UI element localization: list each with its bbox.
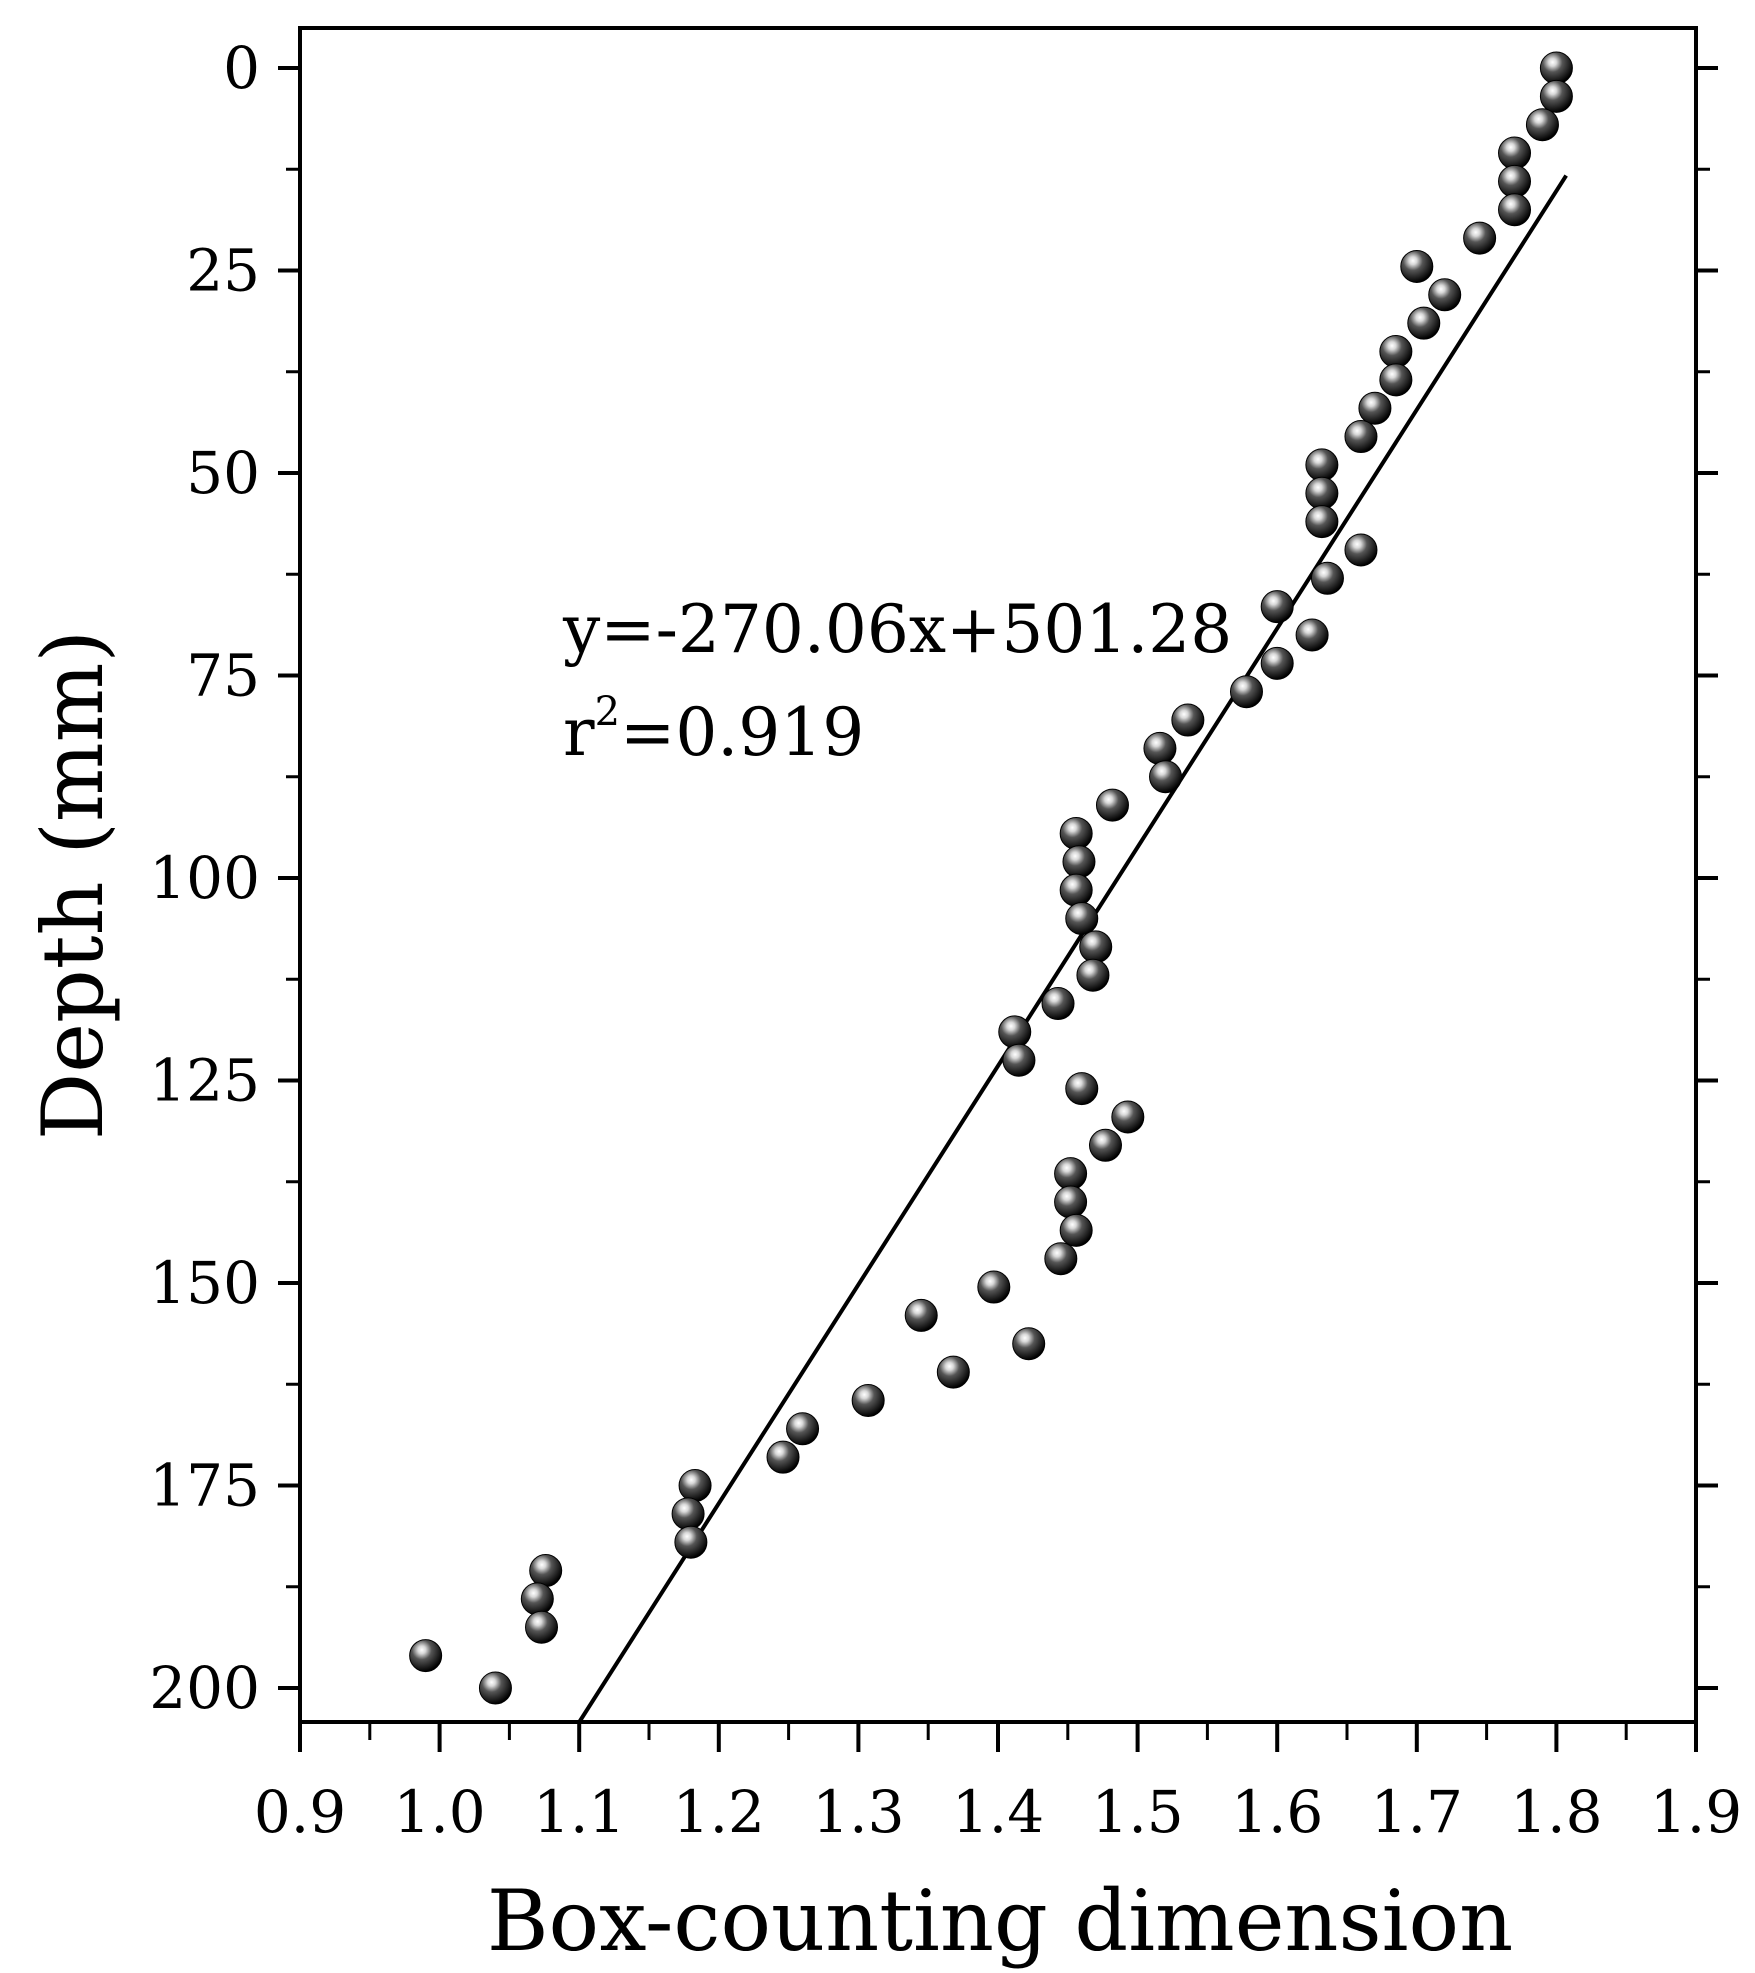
x-tick-label: 0.9 — [254, 1778, 346, 1846]
x-tick-label: 1.4 — [952, 1778, 1044, 1846]
x-tick-label: 1.8 — [1510, 1778, 1602, 1846]
data-point — [1044, 1242, 1078, 1276]
data-point — [1260, 590, 1294, 624]
data-point — [1463, 221, 1497, 255]
data-point — [1525, 108, 1559, 142]
data-point — [1079, 930, 1113, 964]
data-point — [1059, 873, 1093, 907]
data-point — [851, 1383, 885, 1417]
x-axis-title: Box-counting dimension — [487, 1872, 1513, 1970]
x-tick-label: 1.1 — [533, 1778, 625, 1846]
equation-annotation: y=-270.06x+501.28 — [562, 591, 1232, 668]
data-point — [1539, 79, 1573, 113]
data-point — [1400, 249, 1434, 283]
plot-frame — [298, 26, 1698, 1724]
data-point — [1358, 391, 1392, 425]
r-squared-base: r — [563, 694, 595, 771]
data-point — [1076, 958, 1110, 992]
data-point — [678, 1469, 712, 1502]
data-point — [998, 1015, 1032, 1049]
y-tick-label: 200 — [149, 1654, 260, 1722]
x-tick-label: 1.2 — [673, 1778, 765, 1846]
data-point — [1095, 788, 1129, 822]
data-point — [1344, 420, 1378, 454]
data-point — [529, 1554, 563, 1588]
data-point — [1260, 646, 1294, 680]
data-point — [1171, 703, 1205, 737]
data-point — [1149, 760, 1183, 794]
data-point — [1041, 987, 1075, 1021]
y-tick-label: 150 — [149, 1249, 260, 1317]
y-tick-label: 75 — [186, 642, 260, 710]
data-point — [1002, 1043, 1036, 1077]
data-point — [1344, 533, 1378, 567]
data-point — [1111, 1100, 1145, 1134]
data-point — [1498, 193, 1532, 227]
data-point — [520, 1582, 554, 1616]
data-point — [1305, 476, 1339, 510]
data-point — [1059, 816, 1093, 850]
data-point — [1062, 845, 1096, 879]
data-point — [1012, 1327, 1046, 1361]
r-squared-annotation: r2=0.919 — [563, 689, 864, 771]
x-tick-label: 1.0 — [393, 1778, 485, 1846]
data-point — [671, 1497, 705, 1531]
data-point — [1379, 335, 1413, 368]
regression-line-group — [577, 174, 1568, 1724]
y-tick-label: 50 — [186, 439, 260, 507]
data-point — [936, 1355, 970, 1389]
y-axis-ticks: 0 25 50 75 100 125 150 175 200 — [149, 34, 1718, 1722]
x-tick-label: 1.7 — [1371, 1778, 1463, 1846]
data-point — [977, 1270, 1011, 1304]
data-point — [1059, 1213, 1093, 1247]
data-point — [478, 1671, 512, 1705]
data-point — [1065, 902, 1099, 935]
x-tick-label: 1.3 — [812, 1778, 904, 1846]
data-point — [674, 1525, 708, 1559]
data-point — [409, 1639, 443, 1673]
data-point — [1229, 675, 1263, 709]
data-point — [1295, 618, 1329, 652]
data-point — [1498, 136, 1532, 170]
data-point — [1498, 164, 1532, 198]
y-tick-label: 175 — [149, 1452, 260, 1520]
data-point — [1305, 448, 1339, 482]
data-point — [1428, 278, 1462, 312]
data-point — [1310, 561, 1344, 595]
y-tick-label: 100 — [149, 844, 260, 912]
data-point — [786, 1412, 820, 1446]
r-squared-value: =0.919 — [620, 694, 864, 771]
data-point — [766, 1440, 800, 1474]
y-axis-title: Depth (mm) — [24, 630, 122, 1140]
data-point — [1054, 1157, 1088, 1191]
data-point — [1143, 731, 1177, 765]
data-point — [904, 1298, 938, 1332]
data-point — [525, 1610, 559, 1644]
x-axis-ticks: 0.9 1.0 1.1 1.2 1.3 1.4 1.5 1.6 1.7 1.8 1.9 — [254, 1722, 1742, 1846]
x-tick-label: 1.9 — [1650, 1778, 1742, 1846]
y-tick-label: 125 — [149, 1047, 260, 1115]
data-point — [1407, 306, 1441, 340]
x-tick-label: 1.6 — [1231, 1778, 1323, 1846]
data-points — [409, 51, 1573, 1705]
data-point — [1054, 1185, 1088, 1219]
data-point — [1379, 363, 1413, 397]
regression-line — [577, 174, 1568, 1724]
data-point — [1065, 1072, 1099, 1106]
data-point — [1305, 505, 1339, 539]
y-tick-label: 0 — [223, 34, 260, 102]
x-tick-label: 1.5 — [1091, 1778, 1183, 1846]
data-point — [1088, 1128, 1122, 1162]
y-tick-label: 25 — [186, 237, 260, 305]
r-squared-exponent: 2 — [595, 689, 620, 735]
data-point — [1539, 51, 1573, 85]
